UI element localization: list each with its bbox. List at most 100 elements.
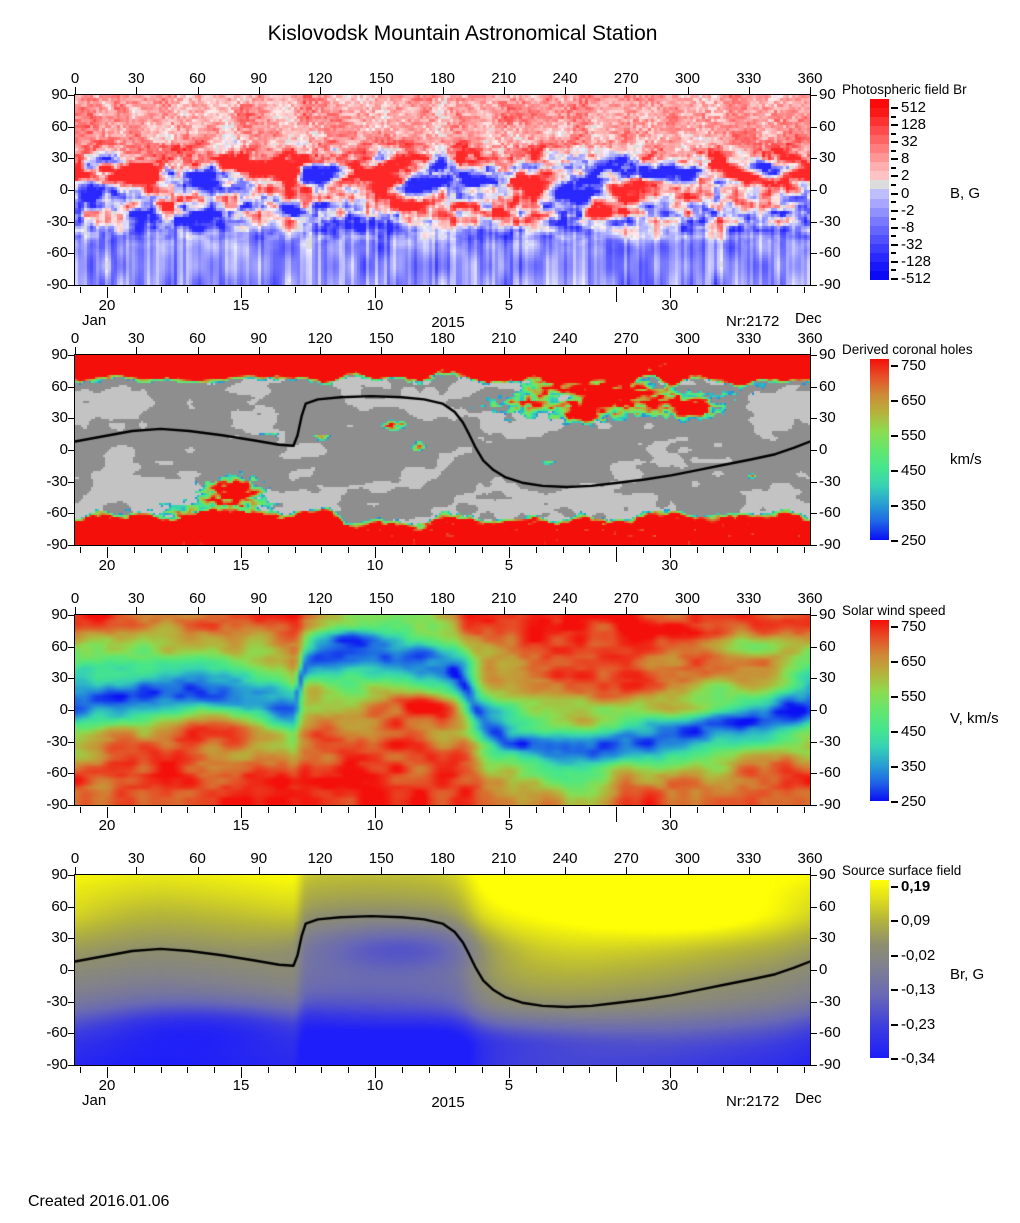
- lon-tick-label: 150: [368, 850, 394, 867]
- date-tick: [268, 287, 269, 293]
- lon-tick: [259, 607, 260, 614]
- lon-tick: [443, 87, 444, 94]
- lat-tick: [68, 450, 74, 451]
- date-tick: [241, 1067, 242, 1078]
- lat-tick-label-left: 60: [51, 377, 68, 395]
- lon-tick-label: 270: [613, 330, 639, 347]
- lon-tick: [381, 607, 382, 614]
- date-tick: [214, 1067, 215, 1073]
- date-tick-label: 5: [504, 1077, 514, 1094]
- colorbar-segment: [870, 252, 889, 262]
- lon-tick: [320, 867, 321, 874]
- lon-tick: [259, 87, 260, 94]
- lon-tick: [381, 87, 382, 94]
- lat-tick-label-left: -30: [46, 212, 68, 230]
- lon-tick-label: 30: [127, 70, 145, 87]
- lon-tick: [198, 347, 199, 354]
- colorbar-tick: [891, 201, 896, 203]
- lon-tick: [626, 87, 627, 94]
- lat-tick: [811, 355, 817, 356]
- colorbar-tick: [891, 218, 896, 220]
- lon-tick: [626, 607, 627, 614]
- date-tick: [134, 1067, 135, 1073]
- date-tick-label: 30: [661, 1077, 679, 1094]
- lat-tick: [811, 482, 817, 483]
- date-tick-label: 5: [504, 817, 514, 834]
- colorbar-segment: [870, 108, 889, 118]
- colorbar-tick: [891, 107, 898, 109]
- lon-tick-label: 270: [613, 70, 639, 87]
- lon-tick-label: 300: [674, 330, 701, 347]
- date-tick: [241, 807, 242, 818]
- colorbar-tick: [891, 235, 896, 237]
- lon-tick: [810, 347, 811, 354]
- lon-tick: [504, 867, 505, 874]
- date-tick: [161, 547, 162, 553]
- date-tick: [321, 807, 322, 813]
- lon-tick: [749, 87, 750, 94]
- lon-tick-label: 30: [127, 590, 145, 607]
- lon-tick-label: 330: [736, 70, 762, 87]
- lon-tick: [136, 607, 137, 614]
- lon-tick: [626, 347, 627, 354]
- lat-tick-label-left: 90: [51, 346, 68, 363]
- lat-tick-label-left: 60: [51, 117, 68, 135]
- colorbar-segment: [870, 207, 889, 217]
- date-tick: [402, 807, 403, 813]
- date-tick: [509, 287, 510, 298]
- colorbar-tick: [891, 1024, 898, 1026]
- date-tick: [750, 1067, 751, 1073]
- date-tick: [804, 287, 805, 293]
- colorbar-tick-label: -128: [901, 252, 932, 270]
- lat-tick-label-left: 30: [51, 929, 68, 947]
- date-tick: [697, 287, 698, 293]
- colorbar-segment: [870, 225, 889, 235]
- date-tick-label: 5: [504, 297, 514, 314]
- lat-tick-label-right: 60: [819, 897, 836, 915]
- lat-tick-label-right: 0: [819, 701, 828, 718]
- coronal-holes-map: [75, 355, 810, 545]
- lat-tick-label-left: -60: [46, 504, 68, 522]
- date-tick: [482, 287, 483, 293]
- date-tick-label: 10: [366, 817, 384, 834]
- date-tick: [750, 287, 751, 293]
- date-tick: [295, 807, 296, 813]
- lat-tick-label-left: -30: [46, 732, 68, 750]
- lat-tick: [68, 513, 74, 514]
- date-tick: [643, 807, 644, 813]
- colorbar-tick: [891, 210, 898, 212]
- date-tick: [214, 547, 215, 553]
- lon-tick: [688, 347, 689, 354]
- lat-tick: [811, 742, 817, 743]
- colorbar-segment: [870, 261, 889, 271]
- colorbar-segment: [870, 180, 889, 190]
- lon-tick-label: 60: [189, 590, 206, 607]
- date-tick: [429, 547, 430, 553]
- lat-tick: [811, 285, 817, 286]
- lon-tick-label: 330: [736, 330, 762, 347]
- date-tick: [429, 1067, 430, 1073]
- date-tick: [455, 1067, 456, 1073]
- colorbar-unit-b-g: B, G: [950, 185, 981, 202]
- colorbar-tick-label: -0,02: [901, 946, 936, 964]
- date-tick: [670, 1067, 671, 1078]
- lon-tick-label: 60: [189, 330, 206, 347]
- lat-tick-label-right: -90: [819, 536, 841, 553]
- lat-tick-label-right: 30: [819, 409, 836, 427]
- lon-tick: [810, 867, 811, 874]
- date-tick-label: 15: [232, 817, 250, 834]
- date-tick-label: 20: [98, 297, 116, 314]
- lat-tick-label-right: -60: [819, 1024, 841, 1042]
- lon-tick-label: 360: [797, 590, 823, 607]
- lat-tick-label-right: -90: [819, 796, 841, 813]
- colorbar-tick-label: -512: [901, 270, 932, 287]
- lat-tick-label-right: -30: [819, 732, 841, 750]
- lat-tick: [68, 190, 74, 191]
- lat-tick-label-left: -60: [46, 1024, 68, 1042]
- lon-tick: [259, 347, 260, 354]
- lon-tick: [688, 87, 689, 94]
- lon-tick-label: 270: [613, 590, 639, 607]
- colorbar-tick-label: 550: [901, 427, 927, 444]
- colorbar-tick: [891, 141, 898, 143]
